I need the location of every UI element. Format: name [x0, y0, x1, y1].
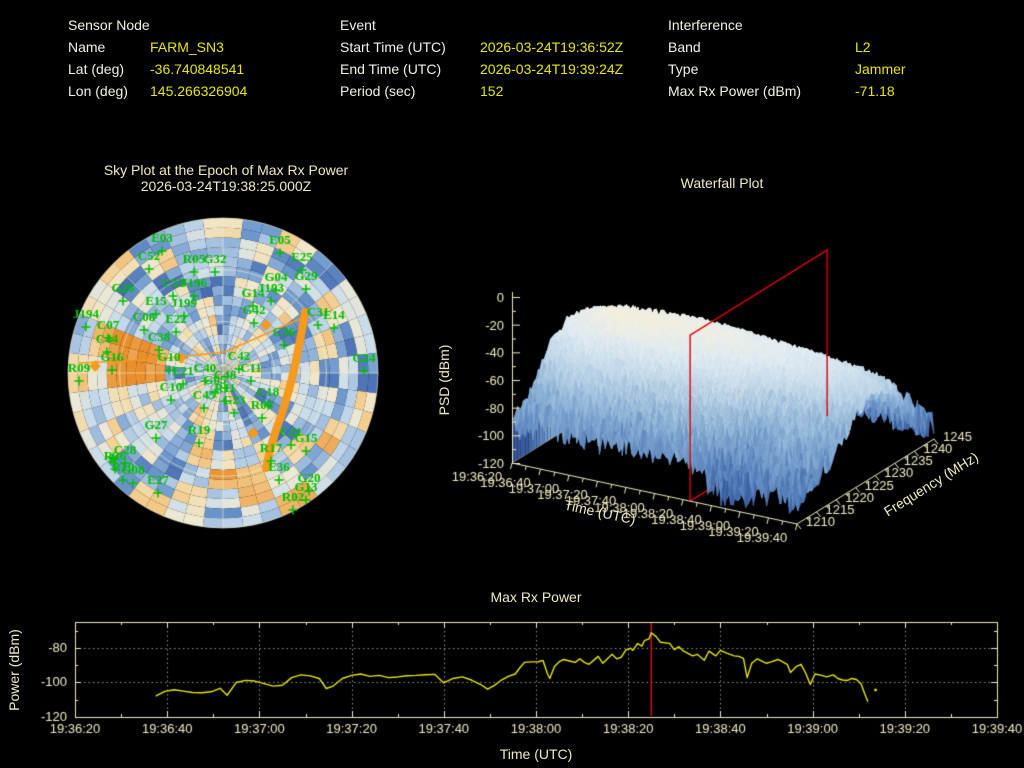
interference-panel: Interference Band L2 Type Jammer Max Rx … [668, 14, 906, 102]
field-value: -71.18 [855, 83, 895, 99]
field-value: 2026-03-24T19:39:24Z [480, 61, 624, 77]
field-value: Jammer [855, 61, 906, 77]
sky-plot-title-line2: 2026-03-24T19:38:25.000Z [140, 178, 312, 194]
info-row: Start Time (UTC) 2026-03-24T19:36:52Z [340, 36, 623, 58]
sky-plot-title-line1: Sky Plot at the Epoch of Max Rx Power [103, 162, 349, 178]
field-label: Period (sec) [340, 83, 416, 99]
panel-title: Event [340, 17, 376, 33]
sky-plot-canvas [40, 198, 410, 543]
field-label: Start Time (UTC) [340, 39, 446, 55]
field-label: Lat (deg) [68, 61, 125, 77]
field-label: End Time (UTC) [340, 61, 442, 77]
power-plot-canvas [0, 588, 1024, 768]
field-label: Band [668, 39, 701, 55]
field-value: 2026-03-24T19:36:52Z [480, 39, 624, 55]
field-value: 152 [480, 83, 504, 99]
field-label: Max Rx Power (dBm) [668, 83, 802, 99]
field-value: -36.740848541 [150, 61, 245, 77]
info-row: Lon (deg) 145.266326904 [68, 80, 247, 102]
field-label: Name [68, 39, 106, 55]
info-row: Lat (deg) -36.740848541 [68, 58, 247, 80]
sky-plot-title: Sky Plot at the Epoch of Max Rx Power 20… [104, 162, 348, 194]
event-panel: Event Start Time (UTC) 2026-03-24T19:36:… [340, 14, 623, 102]
field-label: Lon (deg) [68, 83, 128, 99]
panel-title: Sensor Node [68, 17, 150, 33]
field-value: L2 [855, 39, 871, 55]
info-row: Name FARM_SN3 [68, 36, 247, 58]
field-value: 145.266326904 [150, 83, 248, 99]
field-label: Type [668, 61, 699, 77]
info-row: Type Jammer [668, 58, 906, 80]
waterfall-title: Waterfall Plot [680, 175, 764, 191]
info-row: End Time (UTC) 2026-03-24T19:39:24Z [340, 58, 623, 80]
sensor-node-panel: Sensor Node Name FARM_SN3 Lat (deg) -36.… [68, 14, 247, 102]
waterfall-canvas [420, 220, 1024, 555]
panel-title: Interference [668, 17, 743, 33]
info-row: Band L2 [668, 36, 906, 58]
info-row: Period (sec) 152 [340, 80, 623, 102]
info-row: Max Rx Power (dBm) -71.18 [668, 80, 906, 102]
field-value: FARM_SN3 [150, 39, 224, 55]
